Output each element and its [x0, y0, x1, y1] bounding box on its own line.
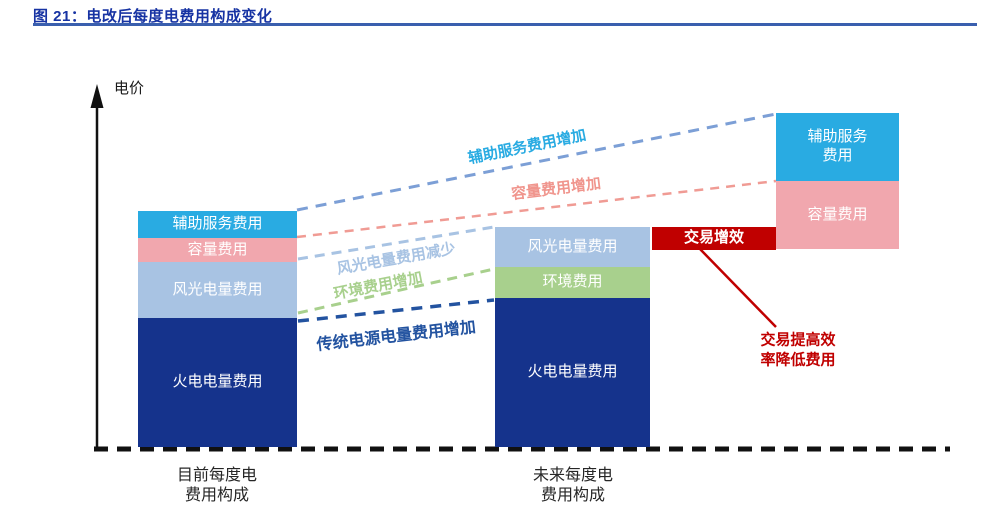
connector-aux-increase [296, 112, 777, 212]
current-bar-caption: 目前每度电 费用构成 [176, 467, 257, 504]
future-aux-service-block: 辅助服务 费用 [776, 113, 899, 181]
connector-capacity-increase [296, 179, 777, 239]
y-axis-label: 电价 [114, 80, 145, 97]
future-segment-renewable-fee: 风光电量费用 [495, 227, 650, 267]
current-segment-renewable-fee: 风光电量费用 [138, 262, 297, 318]
connector-thermal-increase [297, 298, 495, 323]
current-segment-thermal-fee: 火电电量费用 [138, 318, 297, 447]
title-underline [33, 23, 977, 26]
future-segment-thermal-fee: 火电电量费用 [495, 298, 650, 447]
current-segment-aux-service-fee: 辅助服务费用 [138, 211, 297, 238]
current-segment-capacity-fee: 容量费用 [138, 238, 297, 262]
trade-efficiency-note: 交易提高效 率降低费用 [760, 331, 836, 369]
future-segment-environment-fee: 环境费用 [495, 267, 650, 298]
trade-note-leader-line [699, 248, 777, 328]
future-capacity-block: 容量费用 [776, 181, 899, 249]
y-axis-arrowhead-icon [90, 84, 104, 108]
future-bar-caption: 未来每度电 费用构成 [532, 467, 613, 504]
figure-title: 图 21：电改后每度电费用构成变化 [33, 8, 273, 25]
trade-efficiency-block: 交易增效 [652, 227, 776, 250]
